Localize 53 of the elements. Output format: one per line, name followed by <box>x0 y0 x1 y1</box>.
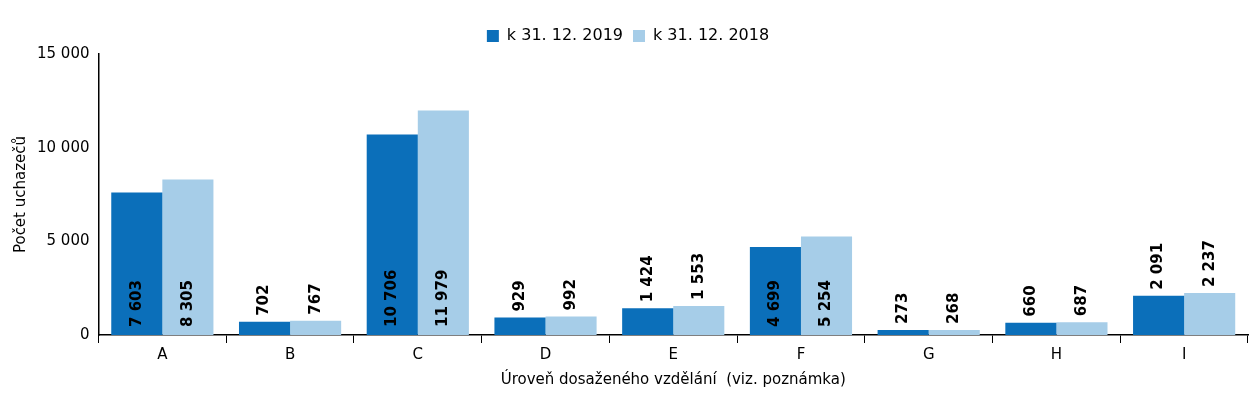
x-tick-label: I <box>1181 344 1187 363</box>
x-tick-label: B <box>284 344 296 363</box>
data-label: 767 <box>305 283 324 315</box>
data-label: 11 979 <box>433 269 452 327</box>
bar <box>800 236 853 335</box>
y-tick-label: 0 <box>79 324 90 343</box>
y-tick-label: 10 000 <box>36 137 90 156</box>
bar <box>1005 322 1057 335</box>
x-tick-label: H <box>1050 344 1063 363</box>
bar <box>366 134 418 335</box>
bar <box>238 321 291 335</box>
bar <box>111 192 163 335</box>
data-label: 4 699 <box>765 280 784 327</box>
legend-label: k 31. 12. 2018 <box>653 25 770 45</box>
bar <box>749 246 801 335</box>
data-label: 1 424 <box>637 255 656 303</box>
legend-label: k 31. 12. 2019 <box>506 25 624 45</box>
data-label: 5 254 <box>816 280 835 327</box>
x-tick-label: F <box>796 344 806 363</box>
bar <box>162 179 214 335</box>
bar <box>417 110 469 335</box>
x-tick-label: D <box>539 344 552 363</box>
bar <box>545 316 597 335</box>
x-tick-label: C <box>412 344 424 363</box>
bar <box>1133 295 1185 335</box>
bar <box>494 317 546 335</box>
x-tick-label: E <box>668 344 678 363</box>
bar <box>877 329 929 335</box>
y-axis-title: Počet uchazečů <box>10 135 29 254</box>
data-label: 7 603 <box>126 280 145 327</box>
y-tick-label: 15 000 <box>36 43 90 62</box>
data-label: 268 <box>944 292 963 324</box>
data-label: 660 <box>1020 285 1039 317</box>
data-label: 273 <box>893 292 912 324</box>
bar <box>1184 293 1236 335</box>
data-label: 2 091 <box>1148 242 1167 290</box>
x-tick-label: A <box>157 344 169 363</box>
data-label: 929 <box>509 280 528 312</box>
y-tick-label: 5 000 <box>46 231 90 250</box>
data-label: 2 237 <box>1199 240 1218 288</box>
x-axis-title: Úroveň dosaženého vzdělání (viz. poznámka) <box>500 368 846 388</box>
x-tick-label: G <box>922 344 935 363</box>
data-label: 702 <box>254 284 273 316</box>
data-label: 1 553 <box>688 252 707 300</box>
data-label: 8 305 <box>177 280 196 327</box>
data-label: 992 <box>560 279 579 311</box>
bar <box>622 308 674 335</box>
bar <box>928 329 980 335</box>
data-label: 687 <box>1071 284 1090 317</box>
bar <box>1056 322 1108 335</box>
bar <box>290 320 342 335</box>
bar <box>673 305 725 335</box>
data-label: 10 706 <box>382 269 401 327</box>
